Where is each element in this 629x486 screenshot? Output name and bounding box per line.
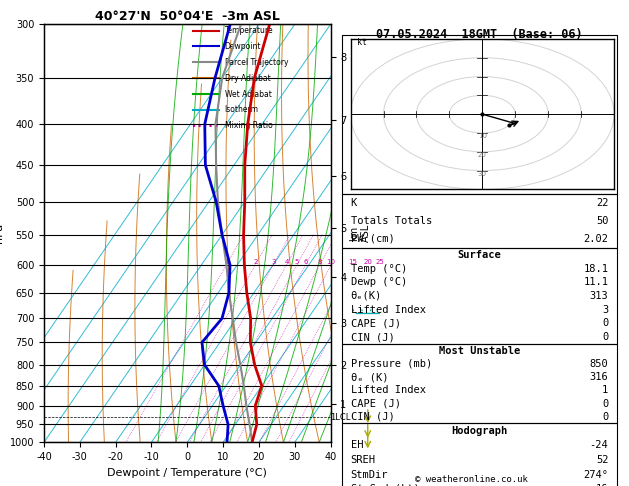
Text: 3: 3 [271, 259, 276, 265]
Text: 22: 22 [596, 198, 608, 208]
Text: Hodograph: Hodograph [452, 426, 508, 436]
Text: 2.02: 2.02 [583, 234, 608, 244]
Text: CAPE (J): CAPE (J) [350, 318, 401, 329]
Text: 2: 2 [253, 259, 257, 265]
Text: 25: 25 [376, 259, 384, 265]
Text: Wet Adiabat: Wet Adiabat [225, 89, 271, 99]
Text: PW (cm): PW (cm) [350, 234, 394, 244]
Y-axis label: km
ASL: km ASL [349, 224, 371, 243]
Text: Dewp (°C): Dewp (°C) [350, 277, 407, 287]
Text: 274°: 274° [583, 469, 608, 480]
Text: Lifted Index: Lifted Index [350, 385, 426, 396]
Text: StmDir: StmDir [350, 469, 388, 480]
Text: Parcel Trajectory: Parcel Trajectory [225, 58, 288, 67]
Y-axis label: hPa: hPa [0, 223, 4, 243]
Text: 16: 16 [596, 484, 608, 486]
Title: 40°27'N  50°04'E  -3m ASL: 40°27'N 50°04'E -3m ASL [95, 10, 280, 23]
Bar [342, 193, 617, 248]
Text: Isotherm: Isotherm [225, 105, 259, 115]
Bar [342, 248, 617, 344]
Text: K: K [350, 198, 357, 208]
Text: © weatheronline.co.uk: © weatheronline.co.uk [415, 474, 528, 484]
Text: 4: 4 [284, 259, 289, 265]
Text: 0: 0 [602, 318, 608, 329]
Text: 1: 1 [602, 385, 608, 396]
Text: 07.05.2024  18GMT  (Base: 06): 07.05.2024 18GMT (Base: 06) [376, 29, 583, 41]
Text: 1LCL: 1LCL [330, 413, 351, 421]
Text: Pressure (mb): Pressure (mb) [350, 359, 432, 369]
Text: Temperature: Temperature [225, 26, 273, 35]
Text: θₑ(K): θₑ(K) [350, 291, 382, 301]
Text: 11.1: 11.1 [583, 277, 608, 287]
Text: EH: EH [350, 440, 363, 451]
Text: 6: 6 [303, 259, 308, 265]
X-axis label: Dewpoint / Temperature (°C): Dewpoint / Temperature (°C) [108, 468, 267, 478]
Text: CAPE (J): CAPE (J) [350, 399, 401, 409]
Text: 18.1: 18.1 [583, 263, 608, 274]
Text: Most Unstable: Most Unstable [439, 346, 520, 356]
Text: 52: 52 [596, 455, 608, 465]
Text: 3: 3 [602, 305, 608, 315]
Text: 850: 850 [589, 359, 608, 369]
Text: 0: 0 [602, 412, 608, 422]
Bar [342, 423, 617, 486]
Text: Surface: Surface [457, 250, 501, 260]
Text: 15: 15 [348, 259, 357, 265]
Text: 8: 8 [318, 259, 322, 265]
Text: Lifted Index: Lifted Index [350, 305, 426, 315]
Text: Temp (°C): Temp (°C) [350, 263, 407, 274]
Text: Mixing Ratio: Mixing Ratio [225, 122, 272, 130]
Text: 313: 313 [589, 291, 608, 301]
Text: StmSpd (kt): StmSpd (kt) [350, 484, 420, 486]
Text: 50: 50 [596, 216, 608, 226]
Text: 0: 0 [602, 399, 608, 409]
Text: -24: -24 [589, 440, 608, 451]
Text: 0: 0 [602, 332, 608, 342]
Text: 10: 10 [326, 259, 336, 265]
Text: 316: 316 [589, 372, 608, 382]
Bar [342, 35, 617, 193]
Text: CIN (J): CIN (J) [350, 412, 394, 422]
Bar [342, 344, 617, 423]
Text: 1: 1 [224, 259, 228, 265]
Text: CIN (J): CIN (J) [350, 332, 394, 342]
Text: Totals Totals: Totals Totals [350, 216, 432, 226]
Text: 20: 20 [364, 259, 372, 265]
Text: SREH: SREH [350, 455, 376, 465]
Text: θₑ (K): θₑ (K) [350, 372, 388, 382]
Text: 5: 5 [295, 259, 299, 265]
Text: Dry Adiabat: Dry Adiabat [225, 74, 270, 83]
Text: Dewpoint: Dewpoint [225, 42, 261, 51]
